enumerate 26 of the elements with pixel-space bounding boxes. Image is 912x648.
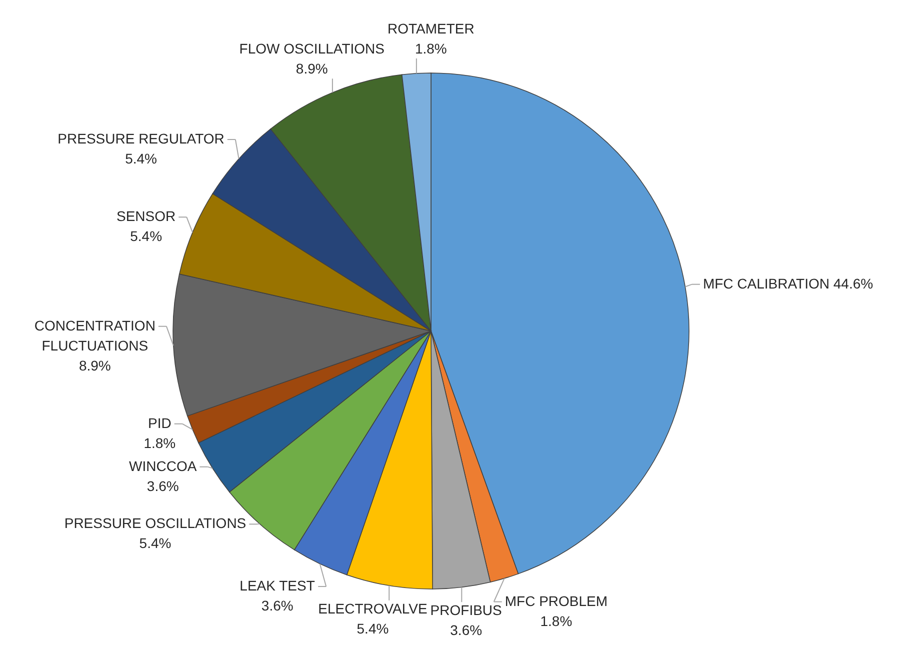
slice-label: PROFIBUS — [430, 602, 502, 618]
slice-label: ROTAMETER — [387, 20, 474, 36]
slice-label: FLOW OSCILLATIONS — [239, 40, 384, 57]
slice-label: PRESSURE REGULATOR — [58, 130, 224, 147]
slice-label: CONCENTRATION FLUCTUATIONS — [34, 317, 156, 354]
data-label: 5.4% — [139, 535, 172, 552]
data-label: 3.6% — [261, 597, 294, 614]
slice-label: MFC CALIBRATION — [702, 275, 830, 292]
data-label: 3.6% — [450, 622, 482, 638]
slice-label: PID — [148, 414, 172, 431]
data-label: 5.4% — [130, 228, 162, 244]
slice-label: WINCCOA — [129, 458, 198, 474]
slice-label: PRESSURE OSCILLATIONS — [64, 515, 246, 532]
slice-label: ELECTROVALVE — [318, 600, 428, 616]
data-label: 8.9% — [296, 60, 328, 77]
data-label: 5.4% — [125, 150, 158, 167]
slice-label: LEAK TEST — [240, 577, 316, 594]
slice-label: MFC PROBLEM — [504, 592, 608, 609]
data-label: 5.4% — [356, 620, 389, 636]
data-label: 1.8% — [540, 612, 572, 629]
slice-label: SENSOR — [116, 208, 176, 224]
data-label: 44.6% — [833, 275, 874, 292]
data-label: 1.8% — [414, 40, 447, 56]
data-label: 3.6% — [146, 478, 179, 494]
data-label: 8.9% — [78, 357, 111, 374]
data-label: 1.8% — [144, 434, 176, 451]
